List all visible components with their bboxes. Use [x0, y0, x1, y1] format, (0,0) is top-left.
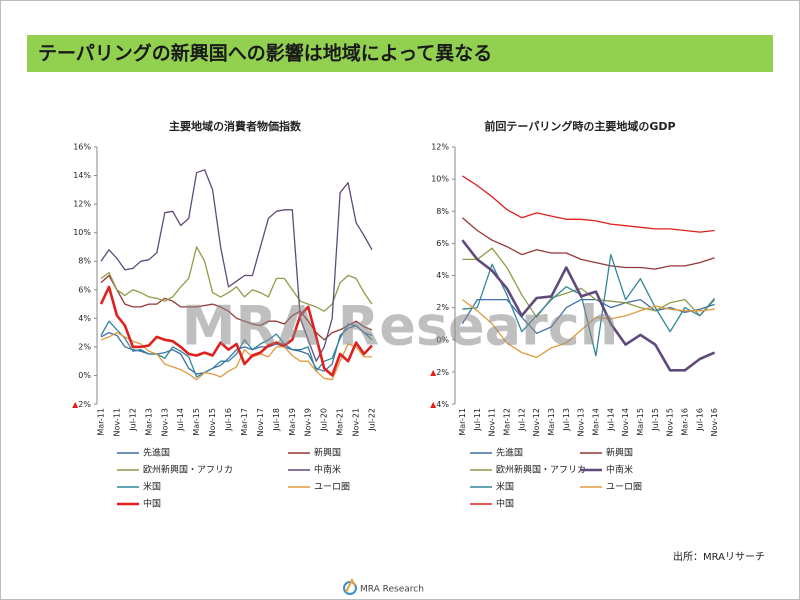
- x-tick-label: Mar-11: [96, 408, 105, 436]
- logo-text: MRA Research: [360, 585, 424, 595]
- y-tick-label: 8%: [78, 257, 91, 266]
- series-line: [100, 320, 373, 378]
- x-tick-label: Mar-16: [680, 408, 689, 436]
- y-tick-label: 12%: [431, 143, 449, 152]
- y-tick-label: 6%: [436, 239, 449, 248]
- y-tick-label: 12%: [73, 200, 91, 209]
- legend-label: 新興国: [314, 447, 341, 459]
- y-tick-label: 4%: [78, 314, 91, 323]
- x-tick-label: Jul-12: [517, 408, 526, 432]
- x-tick-label: Jul-13: [562, 408, 571, 432]
- legend-label: 欧州新興国・アフリカ: [496, 464, 586, 476]
- legend-label: 中国: [496, 498, 514, 510]
- x-tick-label: Mar-13: [144, 408, 153, 436]
- series-line: [461, 217, 715, 270]
- x-tick-label: Mar-13: [547, 408, 556, 436]
- legend-label: ユーロ圏: [606, 482, 642, 493]
- legend-label: 欧州新興国・アフリカ: [143, 464, 233, 476]
- series-line: [462, 299, 715, 359]
- legend-label: ユーロ圏: [314, 482, 350, 493]
- title-bar: [27, 35, 773, 72]
- legend-label: 中南米: [314, 464, 341, 476]
- x-tick-label: Jul-12: [128, 408, 137, 432]
- y-tick-label: 2%: [78, 342, 91, 351]
- x-tick-label: Jul-14: [606, 408, 615, 432]
- y-tick-label: 8%: [436, 207, 449, 216]
- x-tick-label: Jul-15: [651, 408, 660, 432]
- x-tick-label: Nov-15: [666, 408, 675, 436]
- series-line: [461, 239, 716, 372]
- watermark: MRA Research: [182, 295, 618, 358]
- chart-title: 主要地域の消費者物価指数: [169, 119, 302, 133]
- y-tick-label: 2%: [436, 303, 449, 312]
- x-tick-label: Nov-14: [621, 408, 630, 436]
- chart-title: 前回テーパリング時の主要地域のGDP: [484, 119, 675, 133]
- series-line: [462, 175, 715, 233]
- legend-label: 先進国: [143, 447, 170, 459]
- y-tick-label: 10%: [73, 228, 91, 237]
- series-line: [99, 285, 373, 377]
- series-line: [461, 298, 715, 334]
- x-tick-label: Nov-12: [532, 408, 541, 436]
- y-tick-label: 10%: [431, 175, 449, 184]
- x-tick-label: Nov-17: [256, 408, 265, 436]
- x-tick-label: Mar-17: [240, 408, 249, 436]
- x-tick-label: Mar-21: [336, 408, 345, 436]
- x-tick-label: Jul-20: [320, 408, 329, 432]
- legend-label: 米国: [496, 481, 514, 493]
- slide-title: テーパリングの新興国への影響は地域によって異なる: [38, 42, 492, 65]
- logo-icon: [343, 577, 357, 595]
- y-tick-label: 14%: [73, 171, 91, 180]
- y-tick-label: 6%: [78, 285, 91, 294]
- x-tick-label: Mar-15: [192, 408, 201, 436]
- x-tick-label: Mar-14: [591, 408, 600, 436]
- x-tick-label: Nov-11: [488, 408, 497, 436]
- x-tick-label: Nov-19: [304, 408, 313, 436]
- legend-label: 新興国: [606, 447, 633, 459]
- y-tick-label: ▲2%: [430, 367, 449, 376]
- x-tick-label: Jul-18: [272, 408, 281, 432]
- series-line: [100, 169, 373, 362]
- legend-label: 中国: [143, 498, 161, 510]
- series-line: [100, 246, 373, 312]
- series-line: [462, 253, 716, 357]
- x-tick-label: Jul-16: [695, 408, 704, 432]
- x-tick-label: Mar-11: [458, 408, 467, 436]
- y-tick-label: 0%: [436, 335, 449, 344]
- y-tick-label: ▲2%: [72, 400, 91, 409]
- y-tick-label: 16%: [73, 143, 91, 152]
- y-tick-label: 0%: [78, 371, 91, 380]
- x-tick-label: Jul-22: [368, 408, 377, 432]
- x-tick-label: Nov-13: [160, 408, 169, 436]
- series-line: [100, 331, 372, 381]
- x-tick-label: Mar-19: [288, 408, 297, 436]
- x-tick-label: Mar-12: [502, 408, 511, 436]
- x-tick-label: Nov-16: [710, 408, 719, 436]
- x-tick-label: Nov-21: [352, 408, 361, 436]
- x-tick-label: Nov-15: [208, 408, 217, 436]
- x-tick-label: Jul-16: [224, 408, 233, 432]
- x-tick-label: Mar-15: [636, 408, 645, 436]
- x-tick-label: Jul-11: [473, 408, 482, 432]
- y-tick-label: ▲4%: [430, 400, 449, 409]
- legend-label: 先進国: [496, 447, 523, 459]
- x-tick-label: Nov-11: [112, 408, 121, 436]
- y-tick-label: 4%: [436, 271, 449, 280]
- x-tick-label: Nov-13: [577, 408, 586, 436]
- legend-label: 中南米: [606, 464, 633, 476]
- source: 出所：MRAリサーチ: [673, 550, 765, 563]
- legend-label: 米国: [143, 481, 161, 493]
- x-tick-label: Jul-14: [176, 408, 185, 432]
